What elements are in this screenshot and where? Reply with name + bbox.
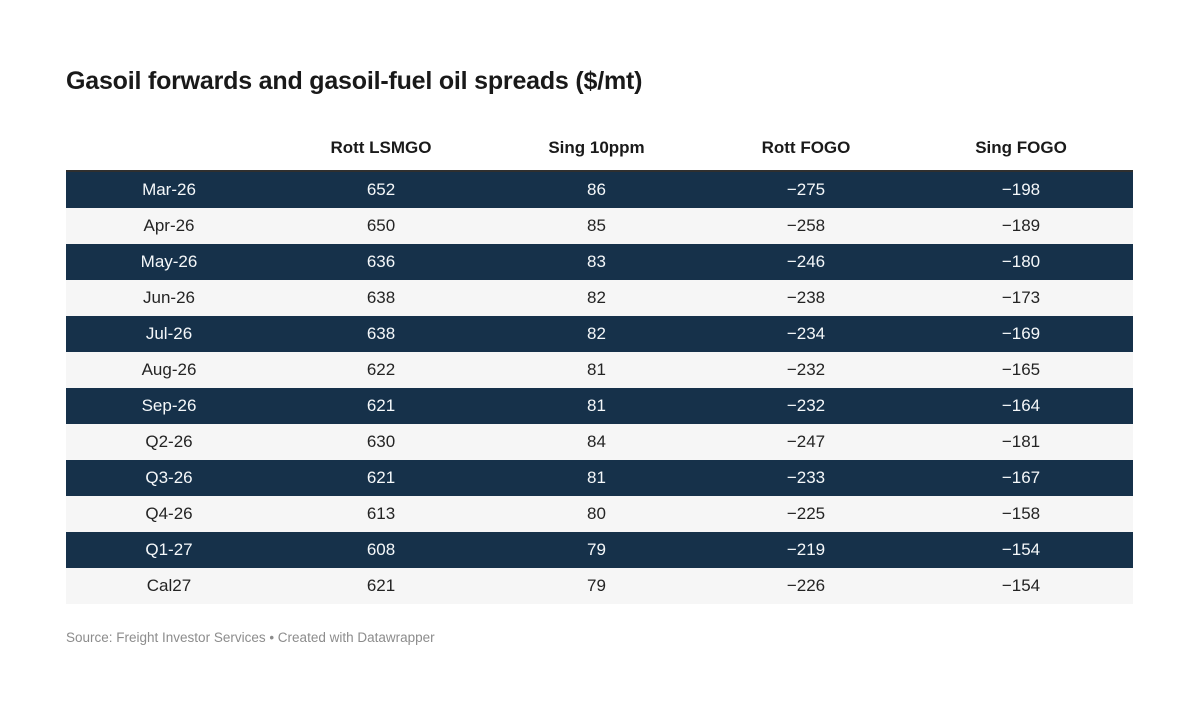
cell-value: −234 bbox=[786, 324, 826, 343]
cell-value: −233 bbox=[786, 468, 826, 487]
chart-title: Gasoil forwards and gasoil-fuel oil spre… bbox=[66, 67, 643, 95]
cell-value: −154 bbox=[1001, 576, 1041, 595]
cell-value: −173 bbox=[1001, 288, 1041, 307]
cell-value: 81 bbox=[587, 468, 606, 487]
cell-value: −189 bbox=[1001, 216, 1041, 235]
row-label: Jun-26 bbox=[143, 288, 195, 307]
table-row: Mar-26 652 86 −275 −198 bbox=[66, 170, 1133, 208]
table-row: Q1-27 608 79 −219 −154 bbox=[66, 532, 1133, 568]
cell-value: −225 bbox=[786, 504, 826, 523]
row-label: Sep-26 bbox=[141, 396, 197, 415]
cell-value: 621 bbox=[366, 576, 396, 595]
table-row: Q3-26 621 81 −233 −167 bbox=[66, 460, 1133, 496]
cell-value: 613 bbox=[366, 504, 396, 523]
cell-value: 85 bbox=[587, 216, 606, 235]
column-header-month bbox=[66, 138, 272, 171]
cell-value: −169 bbox=[1001, 324, 1041, 343]
cell-value: −247 bbox=[786, 432, 826, 451]
table-row: Cal27 621 79 −226 −154 bbox=[66, 568, 1133, 604]
row-label: Q1-27 bbox=[145, 540, 193, 559]
cell-value: 638 bbox=[366, 324, 396, 343]
cell-value: −226 bbox=[786, 576, 826, 595]
column-header-rott-fogo: Rott FOGO bbox=[761, 138, 851, 157]
cell-value: 636 bbox=[366, 252, 396, 271]
cell-value: −258 bbox=[786, 216, 826, 235]
cell-value: 652 bbox=[272, 170, 490, 208]
cell-value: 630 bbox=[366, 432, 396, 451]
column-header-sing-fogo: Sing FOGO bbox=[975, 138, 1067, 157]
table-row: Aug-26 622 81 −232 −165 bbox=[66, 352, 1133, 388]
cell-value: 81 bbox=[587, 396, 606, 415]
row-label: Jul-26 bbox=[145, 324, 193, 343]
row-label: Apr-26 bbox=[143, 216, 195, 235]
cell-value: −167 bbox=[1001, 468, 1041, 487]
row-label: Q2-26 bbox=[145, 432, 193, 451]
column-header-sing-10ppm: Sing 10ppm bbox=[548, 138, 645, 157]
cell-value: −238 bbox=[786, 288, 826, 307]
column-header-rott-lsmgo: Rott LSMGO bbox=[330, 138, 432, 157]
forwards-table: Rott LSMGO Sing 10ppm Rott FOGO Sing FOG… bbox=[66, 138, 1133, 604]
row-label: May-26 bbox=[140, 252, 198, 271]
cell-value: −158 bbox=[1001, 504, 1041, 523]
cell-value: −180 bbox=[1001, 252, 1041, 271]
row-label: Q4-26 bbox=[145, 504, 193, 523]
table-row: Q2-26 630 84 −247 −181 bbox=[66, 424, 1133, 460]
cell-value: 82 bbox=[587, 288, 606, 307]
cell-value: −275 bbox=[703, 170, 909, 208]
cell-value: −232 bbox=[786, 360, 826, 379]
cell-value: −198 bbox=[909, 170, 1133, 208]
cell-value: 621 bbox=[366, 468, 396, 487]
cell-value: 608 bbox=[366, 540, 396, 559]
cell-value: 82 bbox=[587, 324, 606, 343]
cell-value: 650 bbox=[366, 216, 396, 235]
table-row: Sep-26 621 81 −232 −164 bbox=[66, 388, 1133, 424]
cell-value: −165 bbox=[1001, 360, 1041, 379]
cell-value: 84 bbox=[587, 432, 606, 451]
cell-value: 83 bbox=[587, 252, 606, 271]
table-row: Jul-26 638 82 −234 −169 bbox=[66, 316, 1133, 352]
cell-value: −181 bbox=[1001, 432, 1041, 451]
row-label: Q3-26 bbox=[145, 468, 193, 487]
cell-value: 79 bbox=[587, 540, 606, 559]
cell-value: −232 bbox=[786, 396, 826, 415]
table-row: May-26 636 83 −246 −180 bbox=[66, 244, 1133, 280]
cell-value: 86 bbox=[490, 170, 703, 208]
cell-value: −164 bbox=[1001, 396, 1041, 415]
cell-value: −246 bbox=[786, 252, 826, 271]
row-label: Aug-26 bbox=[141, 360, 197, 379]
cell-value: −154 bbox=[1001, 540, 1041, 559]
table-row: Jun-26 638 82 −238 −173 bbox=[66, 280, 1133, 316]
cell-value: 638 bbox=[366, 288, 396, 307]
cell-value: 621 bbox=[366, 396, 396, 415]
cell-value: 80 bbox=[587, 504, 606, 523]
table-body: Mar-26 652 86 −275 −198 Apr-26 650 85 −258 −189 Ma… bbox=[66, 170, 1133, 604]
header-row: Rott LSMGO Sing 10ppm Rott FOGO Sing FOG… bbox=[66, 138, 1133, 171]
row-label: Cal27 bbox=[146, 576, 192, 595]
table-row: Q4-26 613 80 −225 −158 bbox=[66, 496, 1133, 532]
cell-value: 79 bbox=[587, 576, 606, 595]
row-label: Mar-26 bbox=[66, 170, 272, 208]
source-attribution: Source: Freight Investor Services • Crea… bbox=[66, 630, 435, 645]
table-row: Apr-26 650 85 −258 −189 bbox=[66, 208, 1133, 244]
cell-value: 622 bbox=[366, 360, 396, 379]
chart-content: Gasoil forwards and gasoil-fuel oil spre… bbox=[66, 67, 1133, 645]
cell-value: 81 bbox=[587, 360, 606, 379]
table-header: Rott LSMGO Sing 10ppm Rott FOGO Sing FOG… bbox=[66, 138, 1133, 171]
cell-value: −219 bbox=[786, 540, 826, 559]
